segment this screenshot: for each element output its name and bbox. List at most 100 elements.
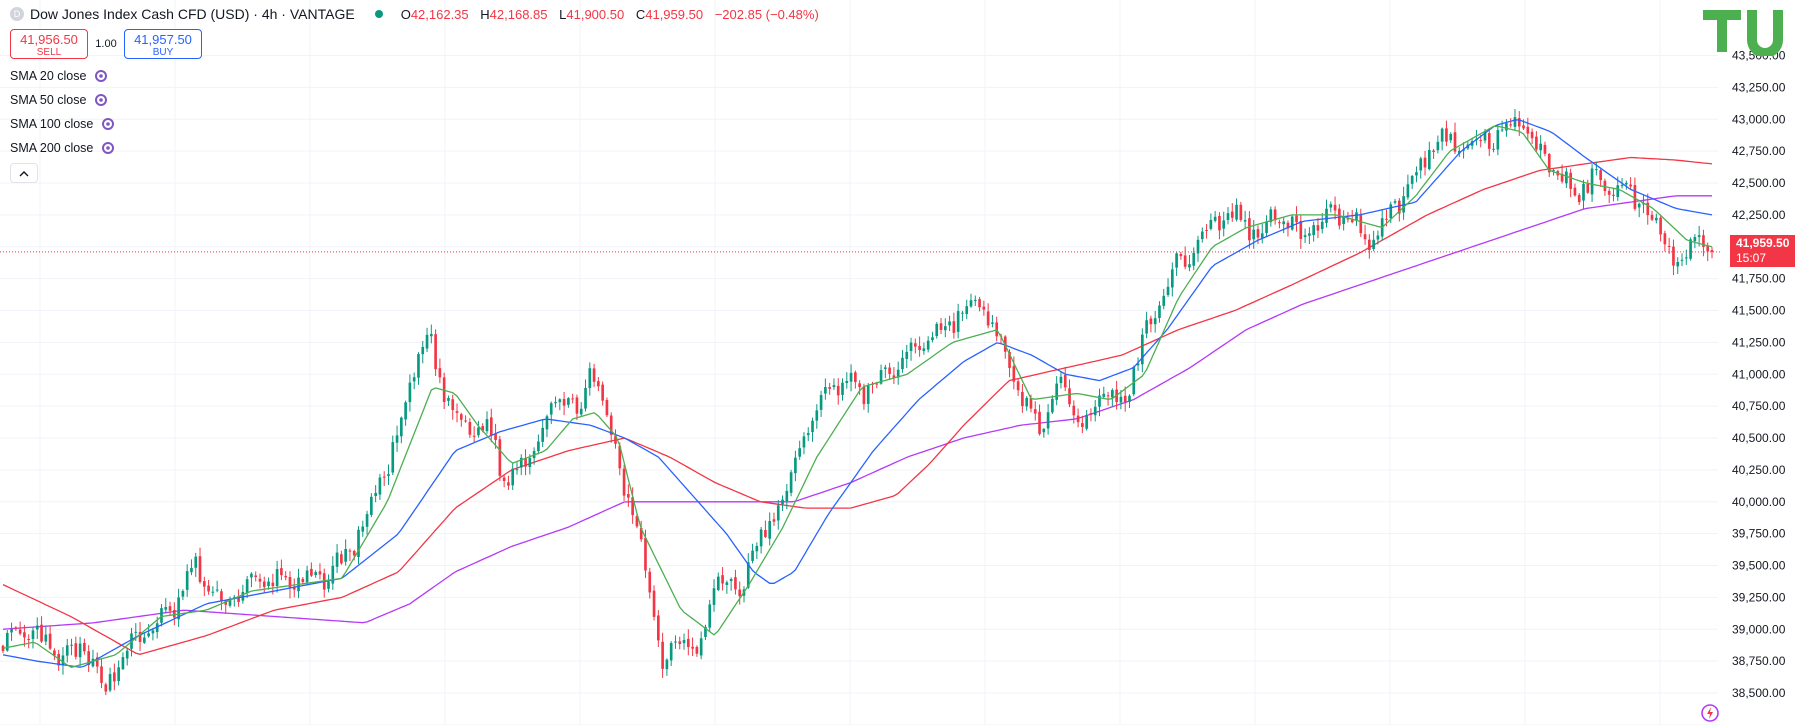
candle-body <box>537 441 540 452</box>
candle-body <box>1290 216 1294 230</box>
candle-body <box>395 435 399 443</box>
candle-body <box>1295 215 1298 223</box>
candle-body <box>1111 390 1114 398</box>
candle-body <box>1102 393 1106 397</box>
candle-body <box>284 575 288 578</box>
candle-body <box>1560 173 1564 182</box>
candle-body <box>794 457 797 474</box>
candle-body <box>519 457 523 468</box>
settings-gear-icon[interactable] <box>94 93 108 107</box>
candle-body <box>31 630 35 640</box>
settings-gear-icon[interactable] <box>101 141 115 155</box>
price-axis-tick-label: 43,250.00 <box>1732 80 1786 94</box>
candle-body <box>806 433 810 436</box>
settings-gear-icon[interactable] <box>94 69 108 83</box>
candle-body <box>854 372 857 383</box>
candle-body <box>1158 305 1161 318</box>
price-axis-tick-label: 43,000.00 <box>1732 112 1786 126</box>
indicator-sma20[interactable]: SMA 20 close <box>10 69 108 83</box>
candle-body <box>1093 406 1097 416</box>
candle-body <box>1166 286 1170 295</box>
candle-body <box>1312 225 1315 236</box>
candle-body <box>1509 124 1513 126</box>
candle-body <box>1235 204 1238 220</box>
quantity-value[interactable]: 1.00 <box>95 38 117 50</box>
lightning-icon[interactable] <box>1700 703 1720 723</box>
candle-body <box>1706 246 1710 252</box>
collapse-legend-button[interactable] <box>10 163 38 183</box>
buy-price: 41,957.50 <box>134 32 192 47</box>
candle-body <box>23 632 26 638</box>
candle-body <box>841 382 844 395</box>
candle-body <box>1436 141 1440 151</box>
sma100-path <box>2 156 1713 655</box>
sma200-line <box>2 195 1712 630</box>
candle-body <box>1265 221 1268 234</box>
chevron-up-icon <box>19 170 29 176</box>
price-axis-tick-label: 42,250.00 <box>1732 208 1786 222</box>
indicator-sma100[interactable]: SMA 100 close <box>10 117 115 131</box>
candle-body <box>1457 150 1461 154</box>
candle-body <box>1689 239 1692 259</box>
symbol-title[interactable]: Dow Jones Index Cash CFD (USD) · 4h · VA… <box>30 6 355 22</box>
candle-body <box>194 556 198 568</box>
candle-body <box>1372 239 1375 249</box>
candle-body <box>926 340 930 350</box>
candle-body <box>901 357 904 370</box>
candle-body <box>391 442 395 473</box>
candle-body <box>712 588 716 605</box>
candle-body <box>78 643 82 658</box>
candle-body <box>211 591 215 593</box>
candle-body <box>370 496 373 515</box>
candle-body <box>1273 209 1277 221</box>
candle-body <box>875 383 879 385</box>
candle-body <box>1376 235 1380 240</box>
candle-body <box>1440 128 1444 142</box>
candle-body <box>378 477 382 495</box>
candle-body <box>866 385 870 404</box>
candle-body <box>40 624 43 642</box>
candle-body <box>1051 398 1054 413</box>
candle-body <box>1320 221 1324 230</box>
settings-gear-icon[interactable] <box>101 117 115 131</box>
candle-body <box>545 416 549 430</box>
high-value: 42,168.85 <box>489 6 548 22</box>
candle-body <box>1603 180 1607 192</box>
candle-body <box>622 468 626 496</box>
candle-body <box>862 386 866 405</box>
candle-body <box>1530 131 1534 139</box>
candle-body <box>1492 148 1495 150</box>
candle-body <box>909 342 913 352</box>
symbol-icon[interactable]: D <box>10 7 24 21</box>
candle-body <box>704 626 707 637</box>
candle-body <box>789 472 793 493</box>
candle-body <box>931 337 934 341</box>
candle-body <box>387 474 390 477</box>
price-axis-tick-label: 40,250.00 <box>1732 463 1786 477</box>
indicator-sma200[interactable]: SMA 200 close <box>10 141 115 155</box>
candle-body <box>1119 396 1123 403</box>
buy-button[interactable]: 41,957.50 BUY <box>124 29 202 59</box>
candle-body <box>1239 204 1243 220</box>
candle-body <box>417 354 420 378</box>
candle-body <box>1333 204 1337 211</box>
candle-body <box>597 381 600 387</box>
candle-body <box>1680 259 1684 261</box>
candle-body <box>592 368 596 382</box>
indicator-label: SMA 100 close <box>10 117 94 131</box>
indicator-sma50[interactable]: SMA 50 close <box>10 93 108 107</box>
candle-body <box>173 609 176 618</box>
candle-body <box>785 490 789 501</box>
candle-body <box>725 582 729 585</box>
candle-body <box>1363 234 1367 240</box>
tradingview-logo-icon[interactable] <box>1703 10 1791 56</box>
candle-body <box>70 644 73 646</box>
candle-body <box>1547 154 1551 173</box>
candle-body <box>447 398 450 401</box>
sell-button[interactable]: 41,956.50 SELL <box>10 29 88 59</box>
price-axis[interactable]: 43,500.0043,250.0043,000.0042,750.0042,5… <box>1720 0 1800 725</box>
candle-body <box>991 322 994 324</box>
candle-body <box>978 299 981 308</box>
candle-body <box>614 435 617 444</box>
